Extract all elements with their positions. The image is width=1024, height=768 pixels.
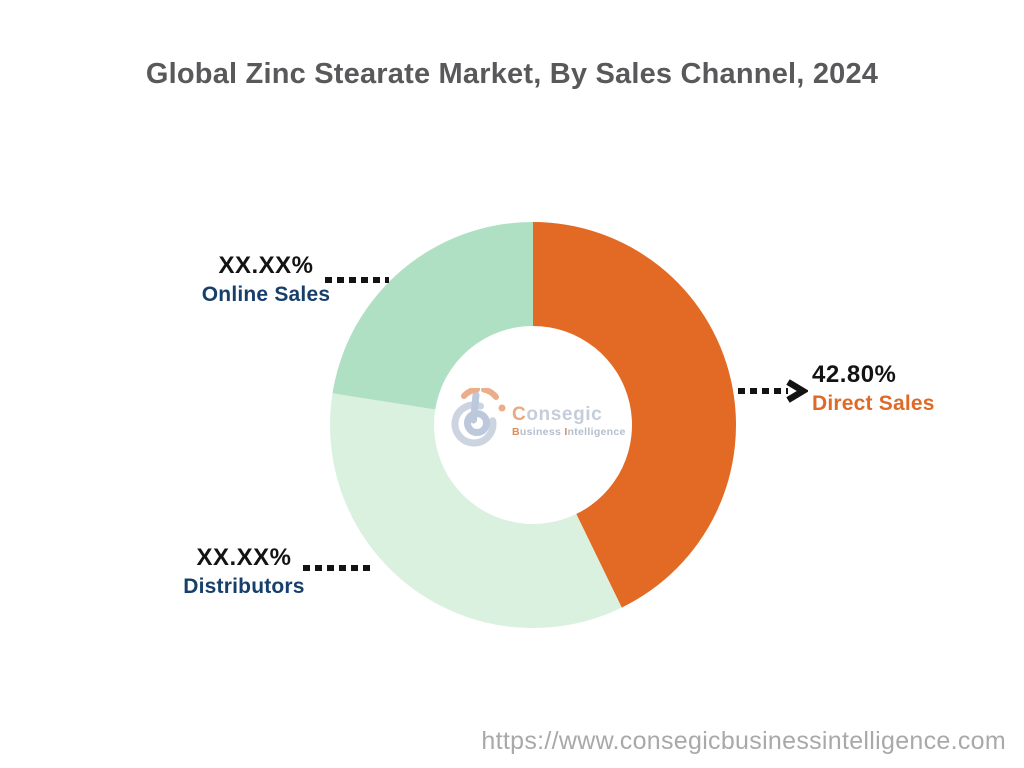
online-sales-label: Online Sales [201, 283, 331, 306]
consegic-logo-icon [451, 388, 506, 447]
logo-b-bowl [464, 410, 490, 436]
logo-orange-swoosh [461, 388, 499, 400]
distributors-label: Distributors [183, 575, 305, 598]
logo-text: Consegic Business Intelligence [512, 405, 632, 439]
brand-tagline: Business Intelligence [512, 426, 632, 439]
donut-segment-online-sales [332, 222, 533, 410]
footer-url: https://www.consegicbusinessintelligence… [481, 727, 1006, 755]
direct-sales-label: Direct Sales [812, 392, 935, 415]
tagline-initial-i: I [564, 426, 568, 438]
logo-c-arc [451, 401, 497, 447]
tagline-initial-b: B [512, 426, 520, 438]
direct-sales-value: 42.80% [812, 361, 897, 388]
arrow-right-icon [786, 379, 808, 403]
chart-title: Global Zinc Stearate Market, By Sales Ch… [145, 58, 879, 90]
online-sales-connector [325, 277, 389, 283]
distributors-value: XX.XX% [196, 544, 292, 571]
logo-orange-dot [498, 404, 506, 412]
watermark-logo: Consegic Business Intelligence [450, 388, 625, 450]
brand-rest: onsegic [526, 404, 603, 425]
callout-online-sales: XX.XX% Online Sales [176, 252, 356, 310]
tagline-rest: ntelligence [567, 426, 626, 438]
donut-segment-distributors [330, 393, 622, 628]
callout-distributors: XX.XX% Distributors [154, 544, 334, 602]
donut-segment-direct-sales [533, 222, 736, 608]
online-sales-value: XX.XX% [218, 252, 314, 279]
brand-name: Consegic [512, 405, 632, 425]
donut-chart-svg [330, 222, 736, 628]
callout-direct-sales: 42.80% Direct Sales [812, 361, 935, 419]
tagline-business: usiness [519, 426, 565, 438]
distributors-connector [303, 565, 373, 571]
donut-chart [293, 185, 773, 665]
direct-sales-connector [738, 388, 788, 394]
brand-initial: C [512, 404, 527, 425]
